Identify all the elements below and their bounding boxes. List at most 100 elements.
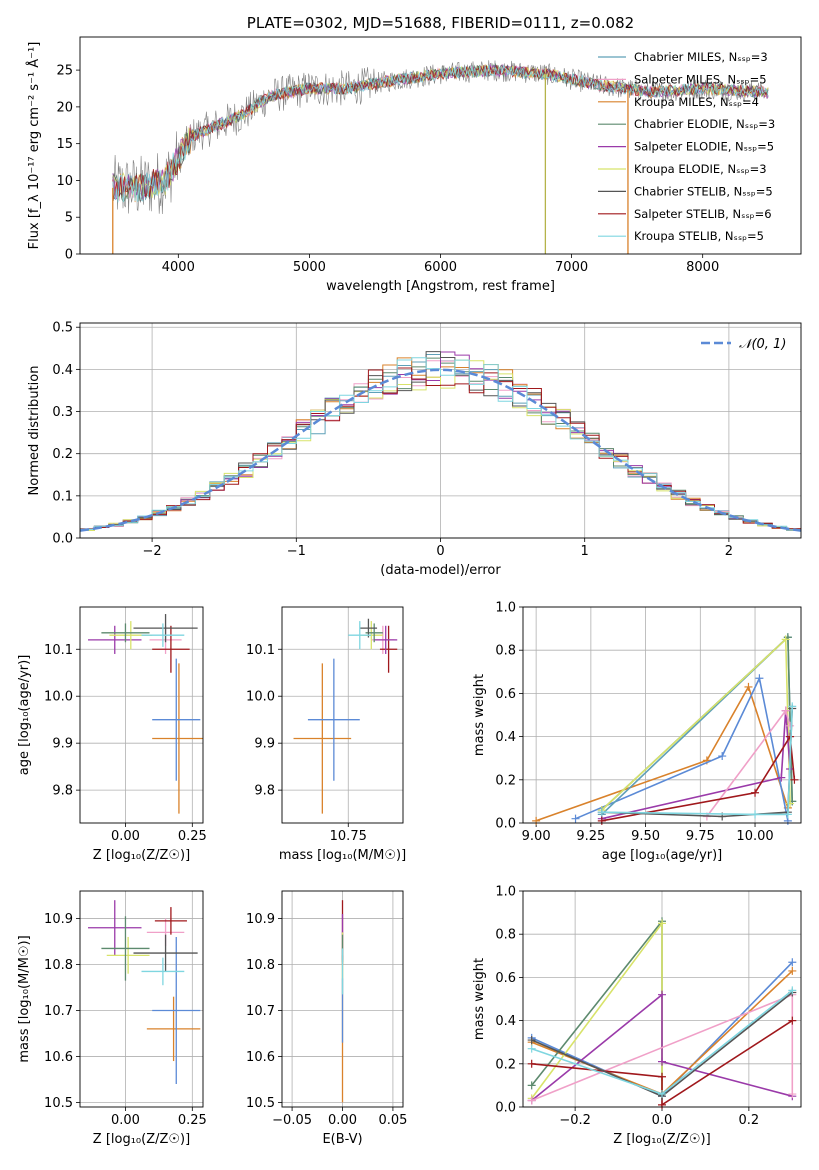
errorbar-point: [101, 916, 150, 981]
weight-marker: [718, 752, 727, 761]
weight-lines: [527, 917, 797, 1109]
x-tick-label: 0.25: [178, 829, 207, 844]
axes-frame: [281, 890, 404, 1108]
tick-group: 9.00 9.25 9.50 9.75 10.00 0.0 0.2 0.4 0.6 0.8 1.0: [495, 601, 773, 845]
y-tick-label: 9.9: [52, 737, 73, 752]
errorbar-point: [152, 663, 203, 814]
gaussian-line: [80, 368, 801, 532]
y-tick-label: 1.0: [495, 885, 516, 900]
y-axis-label: mass weight: [472, 958, 487, 1040]
legend-label: Chabrier MILES, Nₛₛₚ=3: [634, 50, 768, 64]
weight-marker: [532, 816, 541, 825]
y-tick-label: 0.8: [495, 928, 516, 943]
histogram-step-line: [80, 357, 801, 531]
x-axis-label: wavelength [Angstrom, rest frame]: [326, 279, 555, 294]
weight-marker: [788, 958, 797, 967]
x-tick-label: 7000: [555, 260, 588, 275]
y-tick-label: 10.7: [44, 1004, 73, 1019]
legend-label: 𝒩(0, 1): [739, 337, 786, 352]
y-tick-label: 0.6: [495, 971, 516, 986]
y-tick-label: 10: [56, 174, 73, 189]
weight-marker: [786, 732, 795, 741]
y-tick-label: 0.0: [495, 817, 516, 832]
weight-marker: [788, 966, 797, 975]
chart-title: PLATE=0302, MJD=51688, FIBERID=0111, z=0…: [247, 14, 634, 32]
x-tick-label: 2: [725, 544, 733, 559]
weight-series-line: [706, 708, 791, 817]
errorbar-point: [152, 936, 201, 1085]
y-tick-label: 10.6: [246, 1050, 275, 1065]
y-tick-label: 10.8: [44, 958, 73, 973]
legend-label: Salpeter MILES, Nₛₛₚ=5: [634, 72, 767, 86]
errorbar-point: [133, 934, 198, 972]
weight-marker: [751, 788, 760, 797]
weight-marker: [786, 799, 795, 808]
y-tick-label: 9.8: [254, 784, 275, 799]
weight-marker: [658, 919, 666, 928]
legend-label: Chabrier STELIB, Nₛₛₚ=5: [634, 184, 773, 198]
errorbar-point: [307, 658, 360, 781]
model-series-line: [112, 64, 769, 203]
errorbar-point: [152, 625, 190, 673]
legend-label: Salpeter ELODIE, Nₛₛₚ=5: [634, 140, 774, 154]
y-tick-label: 0.1: [52, 489, 73, 504]
tick-group: −2 −1 0 1 2 0.0 0.1 0.2 0.3 0.4 0.5: [52, 321, 733, 559]
y-axis-label: age [log₁₀(age/yr)]: [17, 655, 32, 776]
errorbar-point: [152, 658, 201, 781]
age_vs_Z-panel: 0.00 0.25 9.8 9.9 10.0 10.1 Z [log₁₀(Z/Z☉)] age…: [17, 606, 207, 863]
grid-lines: [80, 891, 203, 1107]
legend-label: Kroupa MILES, Nₛₛₚ=4: [634, 95, 759, 109]
axes-frame: [281, 606, 404, 824]
weight-marker: [783, 810, 792, 819]
weight-marker: [788, 702, 797, 711]
x-tick-label: 0.2: [739, 1113, 760, 1128]
weight_vs_Z-panel: −0.2 0.0 0.2 0.0 0.2 0.4 0.6 0.8 1.0 Z [log₁₀(Z/Z…: [472, 885, 802, 1147]
y-tick-label: 20: [56, 100, 73, 115]
axes-frame: [79, 322, 802, 539]
x-tick-label: −2: [143, 544, 162, 559]
y-tick-label: 25: [56, 64, 73, 79]
x-tick-label: 0.0: [652, 1113, 673, 1128]
weight-series-line: [535, 684, 789, 822]
y-tick-label: 10.5: [246, 1096, 275, 1111]
model-series-line: [112, 64, 769, 203]
y-tick-label: 10.6: [44, 1050, 73, 1065]
y-tick-label: 10.1: [246, 643, 275, 658]
x-axis-label: Z [log₁₀(Z/Z☉)]: [613, 1132, 710, 1147]
y-tick-label: 5: [65, 211, 73, 226]
y-axis-label: Normed distribution: [27, 366, 42, 496]
axes-frame: [522, 606, 802, 824]
y-tick-label: 0.0: [495, 1101, 516, 1116]
weight-marker: [658, 1090, 666, 1099]
x-tick-label: 0.00: [111, 1113, 140, 1128]
errorbar-point: [146, 996, 201, 1062]
y-tick-label: 10.0: [246, 690, 275, 705]
y-tick-label: 0: [65, 248, 73, 263]
errorbar-point: [374, 625, 398, 654]
y-tick-label: 9.9: [254, 737, 275, 752]
weight-marker: [527, 1096, 536, 1105]
y-tick-label: 10.0: [44, 690, 73, 705]
errorbars: [293, 618, 398, 814]
x-axis-label: E(B-V): [322, 1132, 362, 1147]
residuals-panel: −2 −1 0 1 2 0.0 0.1 0.2 0.3 0.4 0.5 (data-model)/er…: [27, 321, 802, 578]
y-axis-label: mass weight: [472, 674, 487, 756]
weight-marker: [658, 1072, 666, 1081]
y-tick-label: 0.4: [495, 730, 516, 745]
x-tick-label: 10.00: [736, 829, 773, 844]
errorbar-point: [348, 621, 372, 650]
weight-marker: [777, 773, 786, 782]
tick-group: −0.05 0.00 0.05 10.5 10.6 10.7 10.8 10.9: [246, 912, 407, 1128]
weight-marker: [571, 814, 580, 823]
y-tick-label: 0.2: [52, 447, 73, 462]
y-tick-label: 10.7: [246, 1004, 275, 1019]
errorbar-point: [106, 936, 150, 974]
axes-frame: [79, 36, 802, 255]
age_vs_mass-panel: 10.75 9.8 9.9 10.0 10.1 mass [log₁₀(M/M☉)]: [246, 606, 406, 863]
tick-group: 4000 5000 6000 7000 8000 0 5 10 15 20 25: [56, 64, 719, 275]
y-tick-label: 0.4: [52, 363, 73, 378]
x-tick-label: 8000: [686, 260, 719, 275]
y-tick-label: 10.8: [246, 958, 275, 973]
axes-frame: [79, 606, 204, 824]
